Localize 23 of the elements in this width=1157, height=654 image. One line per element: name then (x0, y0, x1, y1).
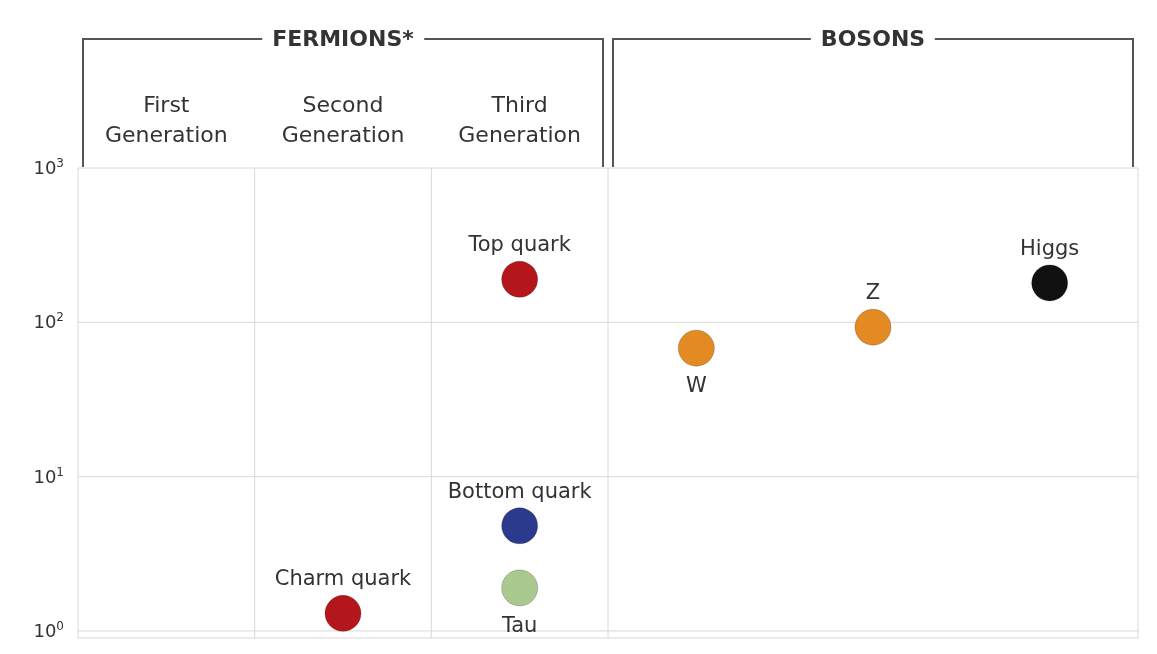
point (854, 308, 892, 346)
series-label: Higgs (1020, 235, 1080, 260)
point (501, 260, 539, 298)
text: BOSONS (810, 26, 936, 51)
point (677, 329, 715, 367)
y-tick-label: 10$^{3}$ (33, 156, 64, 178)
series-label: W (685, 373, 707, 398)
series-label: Bottom quark (447, 478, 593, 503)
x-tick-label: Second Generation (281, 92, 405, 147)
point (324, 594, 362, 632)
y-tick-label: 10$^{2}$ (33, 310, 64, 333)
series-label: Z (865, 280, 881, 305)
point (1031, 264, 1069, 302)
series-label: Charm quark (274, 566, 413, 591)
x-tick-label: Third Generation (458, 92, 582, 147)
point (501, 507, 539, 545)
series-label: Tau (500, 612, 538, 637)
text: FERMIONS* (262, 26, 424, 51)
y-tick-label: 10$^{1}$ (33, 464, 64, 487)
x-tick-label: First Generation (104, 92, 228, 147)
series-label: Top quark (467, 232, 572, 257)
y-tick-label: 10$^{0}$ (33, 618, 64, 641)
point (501, 569, 539, 607)
